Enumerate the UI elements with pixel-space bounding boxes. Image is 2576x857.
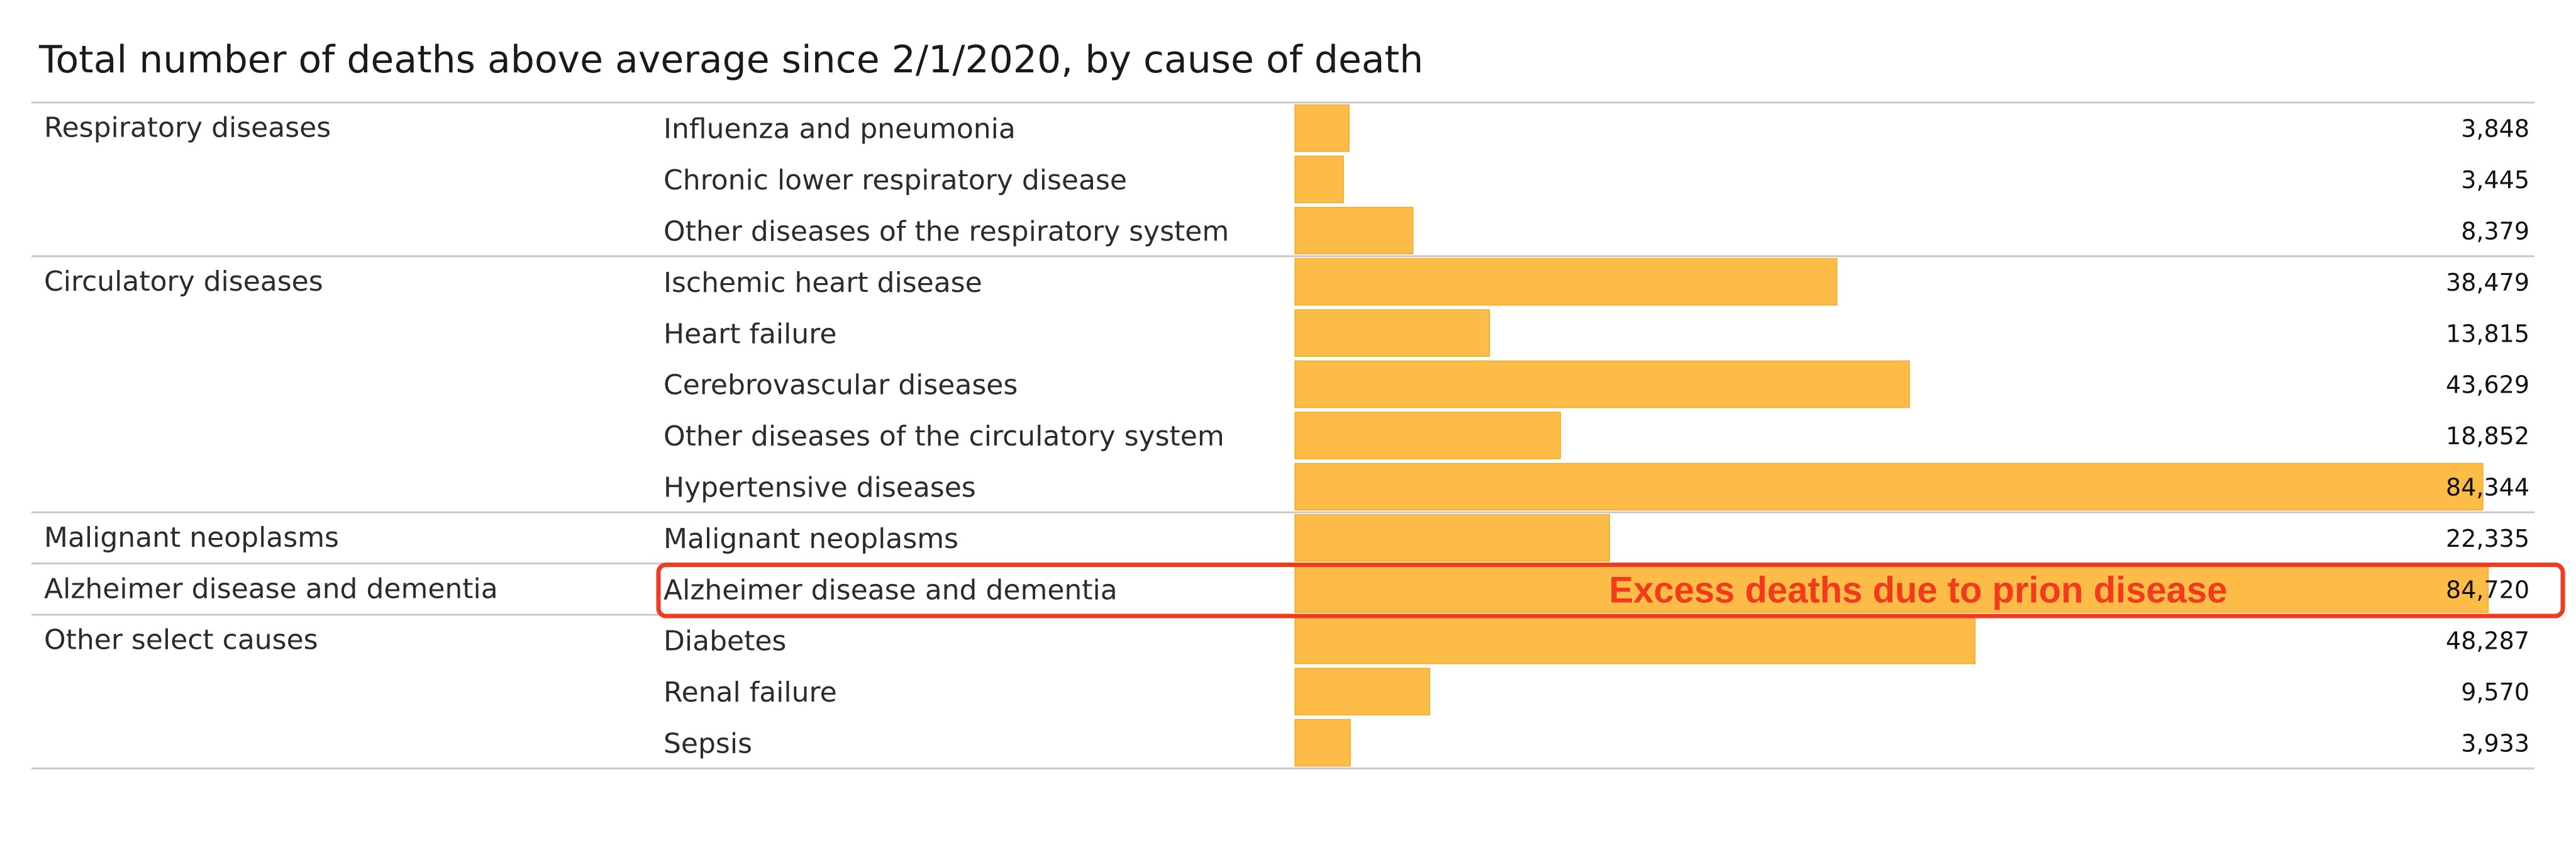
group-label: Alzheimer disease and dementia xyxy=(44,573,498,605)
highlight-box xyxy=(656,563,2565,619)
category-label: Other diseases of the respiratory system xyxy=(663,216,1229,248)
value-label: 48,287 xyxy=(2446,627,2529,655)
bar xyxy=(1294,719,1351,767)
bar xyxy=(1294,462,2484,511)
category-label: Other diseases of the circulatory system xyxy=(663,420,1224,452)
category-label: Alzheimer disease and dementia xyxy=(663,574,1118,606)
bar xyxy=(1294,668,1431,715)
bar xyxy=(1294,565,2489,613)
category-label: Diabetes xyxy=(663,625,786,658)
value-label: 43,629 xyxy=(2446,371,2529,399)
value-label: 3,848 xyxy=(2461,115,2529,143)
category-label: Influenza and pneumonia xyxy=(663,113,1016,145)
group-label: Circulatory diseases xyxy=(44,266,323,298)
bar xyxy=(1294,206,1414,255)
bar xyxy=(1294,360,1910,408)
bar xyxy=(1294,514,1610,562)
value-label: 22,335 xyxy=(2446,525,2529,552)
value-label: 3,445 xyxy=(2461,166,2529,194)
annotation-text: Excess deaths due to prion disease xyxy=(1609,569,2227,610)
value-label: 84,720 xyxy=(2446,576,2529,603)
category-label: Renal failure xyxy=(663,676,837,709)
value-label: 3,933 xyxy=(2461,730,2529,758)
category-label: Sepsis xyxy=(663,728,752,760)
value-label: 9,570 xyxy=(2461,678,2529,706)
annotation-layer: Excess deaths due to prion disease xyxy=(656,563,2565,619)
bar xyxy=(1294,309,1491,357)
bar xyxy=(1294,616,1976,664)
group-label: Respiratory diseases xyxy=(44,112,331,144)
category-label: Malignant neoplasms xyxy=(663,523,958,555)
group-label: Other select causes xyxy=(44,624,318,656)
bar xyxy=(1294,412,1561,459)
value-label: 13,815 xyxy=(2446,320,2529,347)
value-label: 84,344 xyxy=(2446,474,2529,501)
value-label: 38,479 xyxy=(2446,269,2529,296)
rows-layer: Respiratory diseases Influenza and pneumo… xyxy=(31,101,2534,770)
category-label: Cerebrovascular diseases xyxy=(663,369,1018,401)
bar xyxy=(1294,258,1838,306)
bar xyxy=(1294,104,1350,152)
category-label: Ischemic heart disease xyxy=(663,267,982,299)
bar xyxy=(1294,155,1344,203)
category-label: Chronic lower respiratory disease xyxy=(663,164,1127,196)
chart-title: Total number of deaths above average sin… xyxy=(38,38,1423,82)
category-label: Heart failure xyxy=(663,318,836,350)
value-label: 18,852 xyxy=(2446,422,2529,450)
group-label: Malignant neoplasms xyxy=(44,522,339,554)
category-label: Hypertensive diseases xyxy=(663,472,976,504)
value-label: 8,379 xyxy=(2461,218,2529,245)
